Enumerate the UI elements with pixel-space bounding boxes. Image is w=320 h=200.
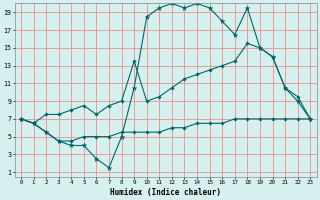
X-axis label: Humidex (Indice chaleur): Humidex (Indice chaleur): [110, 188, 221, 197]
